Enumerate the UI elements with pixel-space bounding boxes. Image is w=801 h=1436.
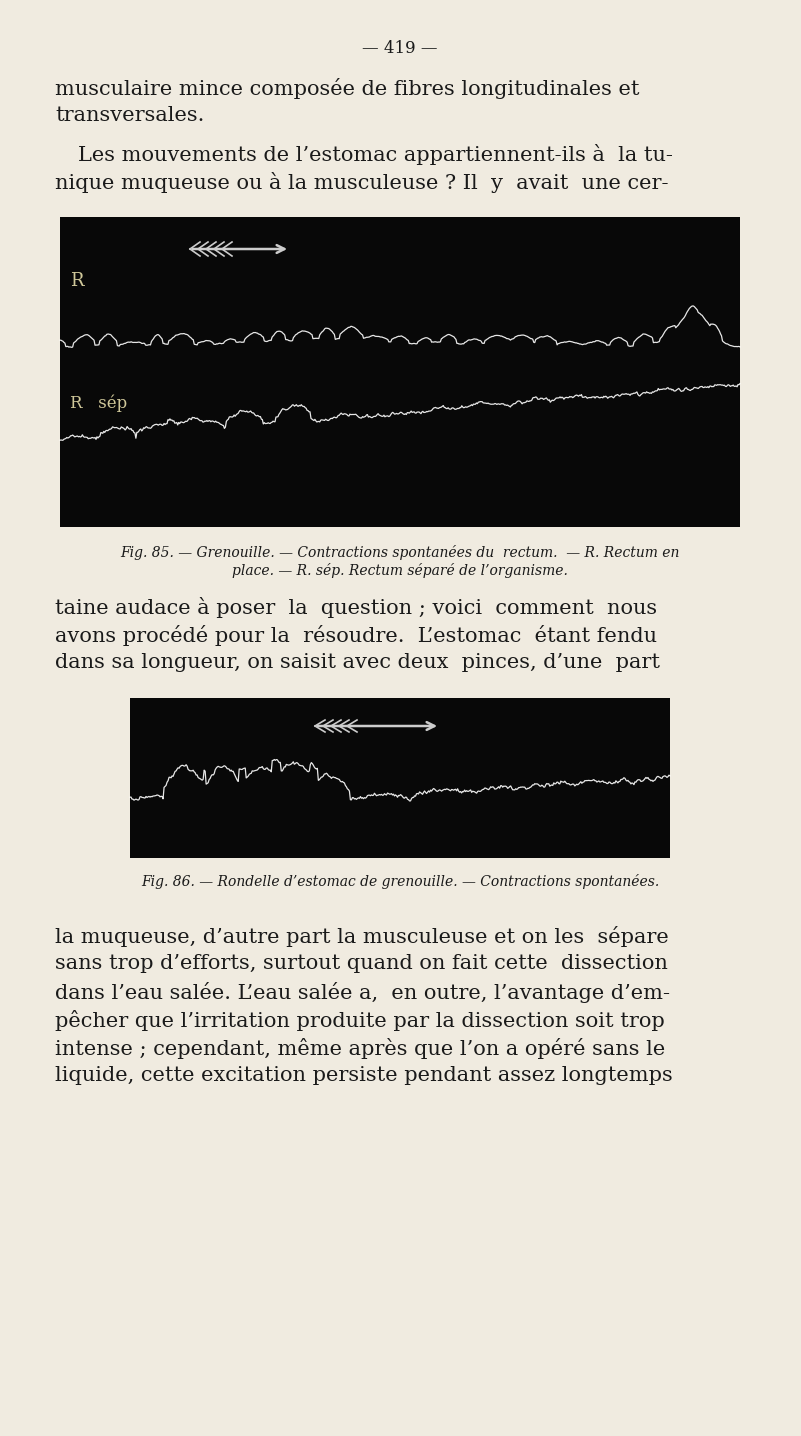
Text: liquide, cette excitation persiste pendant assez longtemps: liquide, cette excitation persiste penda…: [55, 1066, 673, 1086]
Text: avons procédé pour la  résoudre.  L’estomac  étant fendu: avons procédé pour la résoudre. L’estoma…: [55, 625, 657, 646]
Text: R: R: [70, 271, 83, 290]
Text: dans sa longueur, on saisit avec deux  pinces, d’une  part: dans sa longueur, on saisit avec deux pi…: [55, 653, 660, 672]
Text: musculaire mince composée de fibres longitudinales et: musculaire mince composée de fibres long…: [55, 78, 639, 99]
Bar: [60, 217, 740, 527]
Text: la muqueuse, d’autre part la musculeuse et on les  sépare: la muqueuse, d’autre part la musculeuse …: [55, 926, 669, 946]
Text: R   sép: R sép: [70, 395, 127, 412]
Text: — 419 —: — 419 —: [362, 40, 438, 57]
Text: Fig. 85. — Grenouille. — Contractions spontanées du  rectum.  — R. Rectum en: Fig. 85. — Grenouille. — Contractions sp…: [120, 546, 680, 560]
Text: pêcher que l’irritation produite par la dissection soit trop: pêcher que l’irritation produite par la …: [55, 1010, 665, 1031]
Text: nique muqueuse ou à la musculeuse ? Il  y  avait  une cer-: nique muqueuse ou à la musculeuse ? Il y…: [55, 172, 669, 192]
Text: Les mouvements de l’estomac appartiennent-ils à  la tu-: Les mouvements de l’estomac appartiennen…: [78, 144, 673, 165]
Text: Fig. 86. — Rondelle d’estomac de grenouille. — Contractions spontanées.: Fig. 86. — Rondelle d’estomac de grenoui…: [141, 875, 659, 889]
Text: transversales.: transversales.: [55, 106, 204, 125]
Text: dans l’eau salée. L’eau salée a,  en outre, l’avantage d’em-: dans l’eau salée. L’eau salée a, en outr…: [55, 982, 670, 1002]
Text: intense ; cependant, même après que l’on a opéré sans le: intense ; cependant, même après que l’on…: [55, 1038, 666, 1058]
Text: sans trop d’efforts, surtout quand on fait cette  dissection: sans trop d’efforts, surtout quand on fa…: [55, 954, 668, 974]
Text: place. — R. sép. Rectum séparé de l’organisme.: place. — R. sép. Rectum séparé de l’orga…: [232, 563, 568, 579]
Bar: [130, 698, 670, 857]
Text: taine audace à poser  la  question ; voici  comment  nous: taine audace à poser la question ; voici…: [55, 597, 657, 617]
